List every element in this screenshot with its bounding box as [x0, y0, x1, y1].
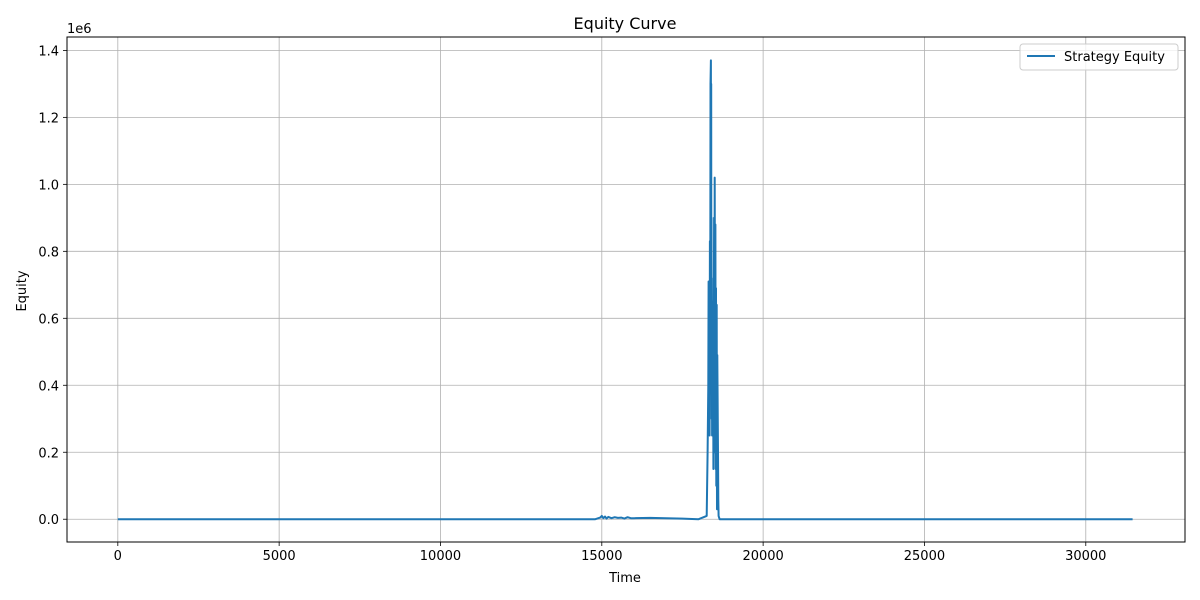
y-tick-label: 1.4 [38, 44, 59, 59]
y-tick-label: 0.4 [38, 379, 59, 394]
grid-lines [67, 37, 1185, 542]
y-tick-label: 1.0 [38, 178, 59, 193]
x-axis: 0 5000 10000 15000 20000 25000 30000 [114, 542, 1106, 564]
y-tick-label: 0.2 [38, 446, 59, 461]
y-axis: 0.0 0.2 0.4 0.6 0.8 1.0 1.2 1.4 [38, 44, 67, 528]
y-tick-label: 0.8 [38, 245, 59, 260]
x-tick-label: 15000 [581, 549, 622, 564]
x-tick-label: 5000 [263, 549, 296, 564]
x-tick-label: 0 [114, 549, 122, 564]
y-tick-label: 0.6 [38, 312, 59, 327]
y-tick-label: 0.0 [38, 513, 59, 528]
legend-box [1019, 43, 1179, 71]
chart-title: Equity Curve [574, 14, 677, 33]
y-axis-label: Equity [15, 270, 30, 311]
x-tick-label: 25000 [904, 549, 945, 564]
series-layer [117, 59, 1133, 521]
legend: Strategy Equity [1019, 43, 1179, 71]
x-axis-label: Time [608, 571, 641, 586]
x-tick-label: 10000 [420, 549, 461, 564]
y-tick-label: 1.2 [38, 111, 59, 126]
y-offset-label: 1e6 [67, 22, 92, 37]
x-tick-label: 30000 [1065, 549, 1106, 564]
legend-label: Strategy Equity [1064, 50, 1165, 65]
x-tick-label: 20000 [742, 549, 783, 564]
plot-frame [66, 36, 1186, 543]
series-line-strategy-equity [117, 59, 1133, 521]
